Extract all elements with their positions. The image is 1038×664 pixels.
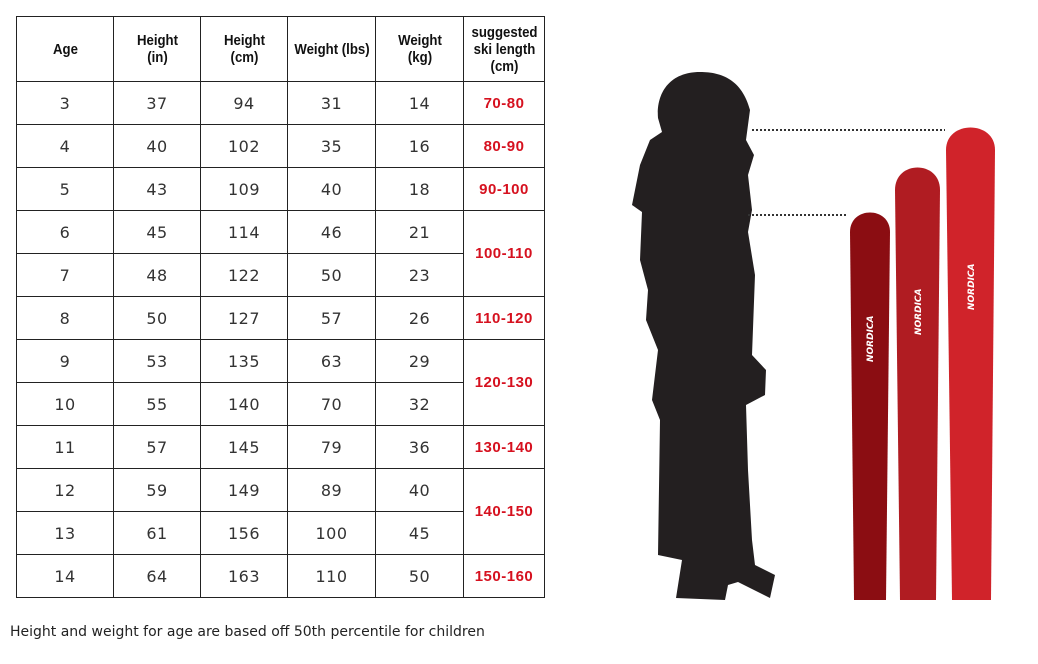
cell-ski-length: 130-140 [463, 425, 545, 469]
header-height-in: Height (in) [118, 16, 196, 82]
cell-age: 10 [16, 382, 114, 426]
ski-logo: NORDICA [914, 288, 924, 335]
cell-age: 9 [16, 339, 114, 383]
cell-weight-lbs: 70 [287, 382, 376, 426]
cell-weight-lbs: 57 [287, 296, 376, 340]
table-row: 7 48 122 50 23 [16, 253, 545, 297]
header-height-cm: Height (cm) [205, 16, 283, 82]
cell-height-cm: 122 [200, 253, 288, 297]
header-row: Age Height (in) Height (cm) Weight (lbs) W… [17, 16, 545, 82]
cell-height-cm: 135 [200, 339, 288, 383]
cell-weight-lbs: 79 [287, 425, 376, 469]
cell-height-in: 45 [113, 210, 201, 254]
cell-age: 8 [16, 296, 114, 340]
cell-ski-length: 150-160 [463, 554, 545, 598]
ski-long [946, 127, 995, 600]
cell-height-in: 64 [113, 554, 201, 598]
cell-age: 7 [16, 253, 114, 297]
cell-height-in: 53 [113, 339, 201, 383]
cell-height-cm: 163 [200, 554, 288, 598]
cell-weight-lbs: 31 [287, 81, 376, 125]
cell-height-cm: 145 [200, 425, 288, 469]
cell-height-in: 37 [113, 81, 201, 125]
cell-weight-kg: 16 [375, 124, 464, 168]
table-row: 3 37 94 31 14 70-80 [16, 81, 545, 125]
cell-height-cm: 127 [200, 296, 288, 340]
ski-size-table: Age Height (in) Height (cm) Weight (lbs) W… [16, 16, 545, 598]
cell-age: 13 [16, 511, 114, 555]
table-row: 14 64 163 110 50 150-160 [16, 554, 545, 598]
cell-ski-length: 140-150 [463, 468, 545, 555]
cell-weight-kg: 18 [375, 167, 464, 211]
cell-age: 4 [16, 124, 114, 168]
cell-ski-length: 70-80 [463, 81, 545, 125]
cell-weight-lbs: 100 [287, 511, 376, 555]
table-row: 6 45 114 46 21 100-110 [16, 210, 545, 297]
cell-age: 3 [16, 81, 114, 125]
illustration: NORDICA NORDICA NORDICA [632, 72, 995, 600]
table-row: 9 53 135 63 29 120-130 [16, 339, 545, 426]
cell-weight-kg: 21 [375, 210, 464, 254]
table-row: 4 40 102 35 16 80-90 [16, 124, 545, 168]
cell-weight-kg: 40 [375, 468, 464, 512]
child-silhouette [632, 72, 775, 600]
cell-age: 14 [16, 554, 114, 598]
cell-weight-kg: 32 [375, 382, 464, 426]
ski-logo: NORDICA [967, 263, 977, 310]
table-row: 12 59 149 89 40 140-150 [16, 468, 545, 555]
cell-height-cm: 102 [200, 124, 288, 168]
footnote: Height and weight for age are based off … [10, 624, 485, 640]
cell-weight-lbs: 50 [287, 253, 376, 297]
cell-age: 11 [16, 425, 114, 469]
cell-height-in: 57 [113, 425, 201, 469]
table-row: 8 50 127 57 26 110-120 [16, 296, 545, 340]
cell-weight-kg: 23 [375, 253, 464, 297]
ski-logo: NORDICA [866, 315, 876, 362]
cell-ski-length: 120-130 [463, 339, 545, 426]
cell-ski-length: 100-110 [463, 210, 545, 297]
ski-mid [895, 167, 940, 600]
header-weight-kg: Weight (kg) [380, 16, 459, 82]
table-row: 10 55 140 70 32 [16, 382, 545, 426]
cell-weight-kg: 26 [375, 296, 464, 340]
cell-weight-kg: 36 [375, 425, 464, 469]
cell-weight-kg: 14 [375, 81, 464, 125]
cell-weight-lbs: 89 [287, 468, 376, 512]
cell-ski-length: 110-120 [463, 296, 545, 340]
cell-age: 6 [16, 210, 114, 254]
cell-ski-length: 90-100 [463, 167, 545, 211]
cell-weight-kg: 29 [375, 339, 464, 383]
cell-height-in: 59 [113, 468, 201, 512]
cell-weight-lbs: 46 [287, 210, 376, 254]
cell-weight-lbs: 63 [287, 339, 376, 383]
cell-height-in: 61 [113, 511, 201, 555]
cell-height-in: 40 [113, 124, 201, 168]
table-row: 11 57 145 79 36 130-140 [16, 425, 545, 469]
cell-weight-lbs: 40 [287, 167, 376, 211]
header-weight-lbs: Weight (lbs) [292, 16, 371, 82]
cell-height-cm: 94 [200, 81, 288, 125]
cell-height-cm: 156 [200, 511, 288, 555]
ski-short [850, 212, 890, 600]
cell-age: 12 [16, 468, 114, 512]
cell-height-in: 48 [113, 253, 201, 297]
cell-height-in: 43 [113, 167, 201, 211]
cell-height-in: 50 [113, 296, 201, 340]
table-row: 5 43 109 40 18 90-100 [16, 167, 545, 211]
cell-weight-kg: 50 [375, 554, 464, 598]
cell-weight-lbs: 35 [287, 124, 376, 168]
header-age: Age [21, 16, 109, 82]
cell-height-cm: 109 [200, 167, 288, 211]
cell-height-in: 55 [113, 382, 201, 426]
cell-height-cm: 114 [200, 210, 288, 254]
cell-weight-kg: 45 [375, 511, 464, 555]
cell-height-cm: 149 [200, 468, 288, 512]
header-ski-length: suggested ski length (cm) [467, 16, 541, 82]
cell-age: 5 [16, 167, 114, 211]
cell-ski-length: 80-90 [463, 124, 545, 168]
cell-weight-lbs: 110 [287, 554, 376, 598]
cell-height-cm: 140 [200, 382, 288, 426]
